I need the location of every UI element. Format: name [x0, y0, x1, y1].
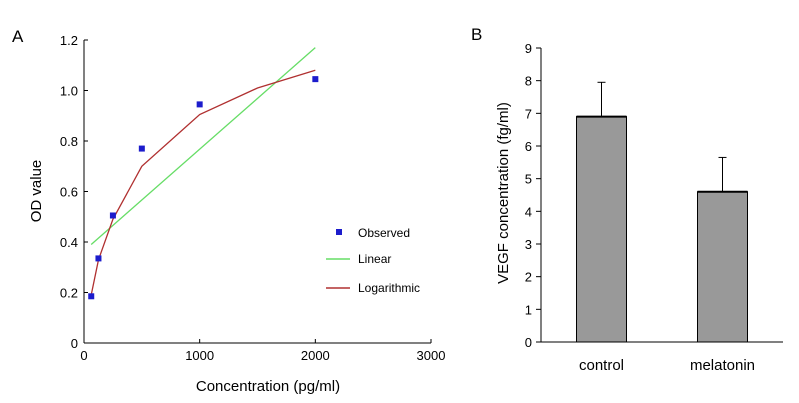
panel-a: A 0 0.2 0.4 0.6 0.8 1.0 1.2 0 1000 2000 3000 OD v… — [12, 27, 445, 395]
observed-point — [196, 101, 203, 108]
category-label-melatonin: melatonin — [690, 357, 755, 374]
panel-a-y-tick-label: 0.4 — [60, 235, 78, 250]
panel-b-y-tick-label: 0 — [525, 335, 532, 350]
panel-b-y-tick-label: 2 — [525, 270, 532, 285]
bar-melatonin — [697, 191, 748, 343]
panel-a-y-tick-label: 0.6 — [60, 185, 78, 200]
panel-b: B 0 1 2 3 4 5 6 7 8 9 control melatonin VEGF conce… — [471, 25, 783, 374]
panel-b-y-axis-label: VEGF concentration (fg/ml) — [495, 102, 512, 284]
panel-b-y-tick-label: 5 — [525, 172, 532, 187]
series-linear-line — [90, 47, 316, 245]
observed-point — [138, 145, 145, 152]
panel-a-x-tick-label: 1000 — [185, 348, 214, 363]
panel-a-label: A — [12, 27, 24, 46]
panel-b-y-ticks: 0 1 2 3 4 5 6 7 8 9 — [525, 41, 541, 350]
panel-a-y-tick-label: 0.8 — [60, 134, 78, 149]
legend-observed-label: Observed — [358, 226, 410, 240]
panel-a-x-tick-label: 2000 — [301, 348, 330, 363]
panel-b-bars — [576, 81, 748, 343]
legend-logarithmic-label: Logarithmic — [358, 281, 420, 295]
panel-a-x-axis-label: Concentration (pg/ml) — [196, 378, 340, 395]
panel-a-y-tick-label: 1.2 — [60, 33, 78, 48]
panel-b-y-tick-label: 6 — [525, 139, 532, 154]
panel-b-y-tick-label: 9 — [525, 41, 532, 56]
observed-point — [88, 293, 95, 300]
category-label-control: control — [579, 357, 624, 374]
panel-a-plot-area — [88, 47, 319, 300]
observed-point — [109, 212, 116, 219]
bar-control — [576, 116, 627, 343]
panel-b-y-tick-label: 8 — [525, 74, 532, 89]
panel-b-y-tick-label: 3 — [525, 237, 532, 252]
panel-b-label: B — [471, 25, 482, 44]
observed-point — [312, 76, 319, 83]
series-logarithmic-line — [90, 69, 316, 296]
legend-linear-label: Linear — [358, 252, 391, 266]
panel-a-y-tick-label: 1.0 — [60, 84, 78, 99]
panel-b-y-tick-label: 4 — [525, 204, 532, 219]
panel-a-y-tick-label: 0.2 — [60, 286, 78, 301]
panel-a-y-ticks: 0 0.2 0.4 0.6 0.8 1.0 1.2 — [60, 33, 88, 351]
panel-a-x-tick-label: 3000 — [417, 348, 446, 363]
panel-a-axes — [83, 40, 431, 344]
panel-a-x-tick-label: 0 — [80, 348, 87, 363]
panel-b-y-tick-label: 7 — [525, 106, 532, 121]
legend-observed-marker — [336, 229, 342, 235]
panel-a-legend: Observed Linear Logarithmic — [326, 226, 420, 295]
panel-b-x-ticks: control melatonin — [579, 357, 755, 374]
panel-a-y-axis-label: OD value — [28, 160, 45, 223]
panel-b-y-tick-label: 1 — [525, 302, 532, 317]
panel-a-y-tick-label: 0 — [71, 336, 78, 351]
panel-a-x-ticks: 0 1000 2000 3000 — [80, 339, 445, 363]
observed-point — [95, 255, 102, 262]
